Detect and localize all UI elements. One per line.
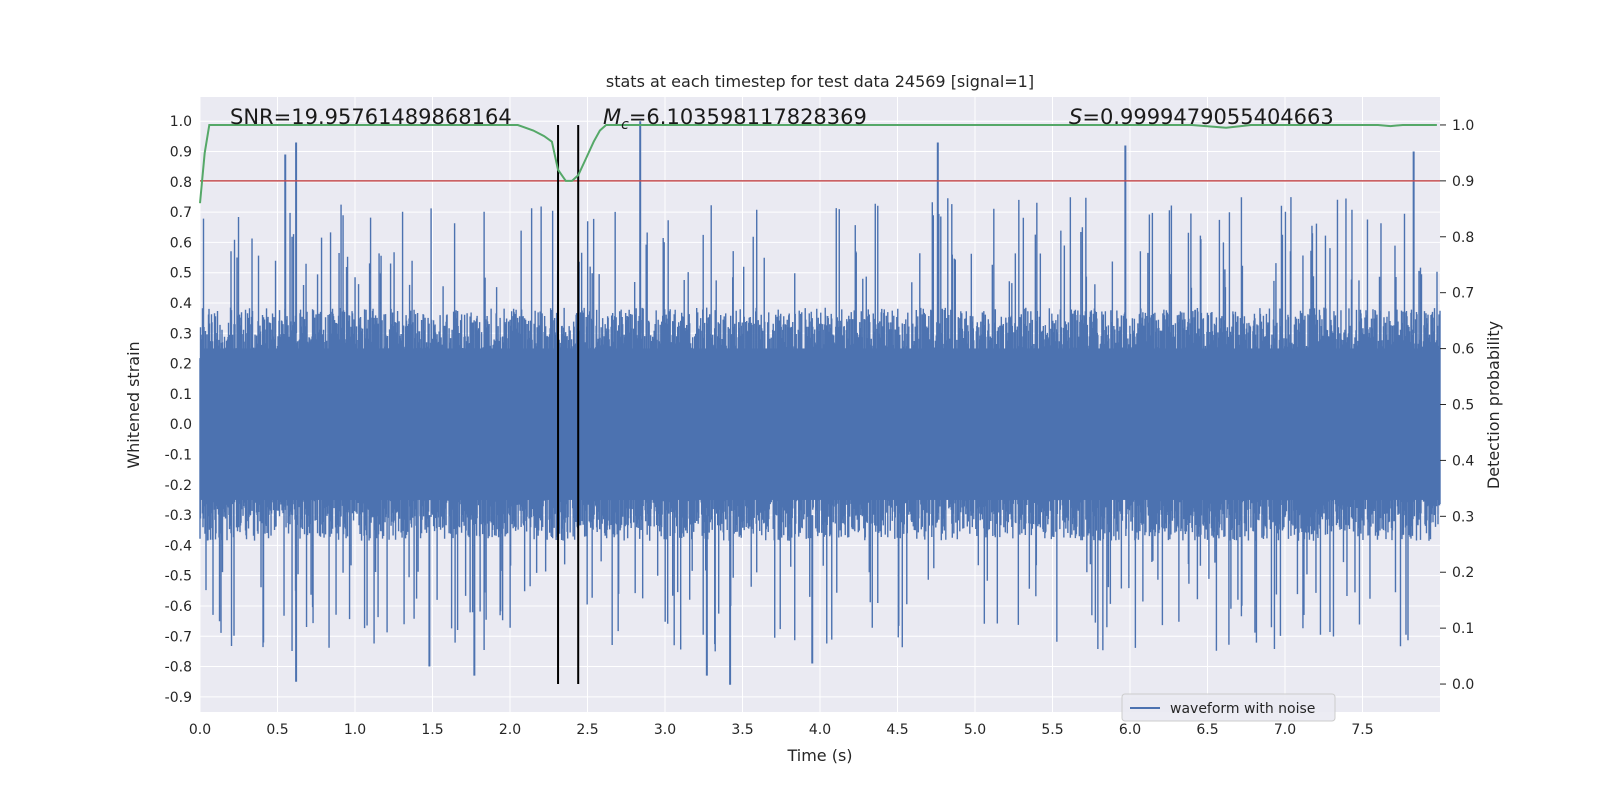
x-tick-label: 5.0 (964, 722, 986, 738)
chart-title: stats at each timestep for test data 245… (606, 72, 1034, 91)
y-tick-label: 0.5 (170, 266, 192, 282)
x-tick-label: 1.5 (421, 722, 443, 738)
y-tick-label: -0.7 (165, 629, 192, 645)
y-tick-label: 0.6 (170, 235, 192, 251)
mc-subscript: c (621, 117, 629, 133)
y2-tick-label: 0.0 (1452, 677, 1474, 693)
y2-tick-label: 0.5 (1452, 398, 1474, 414)
x-tick-label: 7.0 (1274, 722, 1296, 738)
mc-annotation: Mc=6.103598117828369 (603, 105, 867, 133)
y-tick-label: -0.5 (165, 569, 192, 585)
y2-tick-label: 0.6 (1452, 342, 1474, 358)
s-symbol: S (1069, 105, 1082, 129)
y2-tick-label: 0.2 (1452, 565, 1474, 581)
legend: waveform with noise (1121, 693, 1336, 722)
x-tick-label: 6.5 (1196, 722, 1218, 738)
x-tick-label: 4.0 (809, 722, 831, 738)
legend-box (1121, 693, 1336, 722)
mc-value: =6.103598117828369 (629, 105, 867, 129)
right-axis: 1.0 0.9 0.8 0.7 0.6 0.5 0.4 0.3 0.2 0.1 0.0 (1440, 118, 1474, 693)
overlay-layer (199, 124, 1440, 685)
y-tick-label: -0.2 (165, 478, 192, 494)
y2-tick-label: 0.9 (1452, 174, 1474, 190)
y2-tick-label: 0.3 (1452, 509, 1474, 525)
waveform-core (200, 348, 1440, 500)
y-tick-label: 0.0 (170, 417, 192, 433)
x-axis: 0.0 0.5 1.0 1.5 2.0 2.5 3.0 3.5 4.0 4.5 5.0 5.5 6.0 6… (189, 722, 1374, 738)
y-tick-label: -0.3 (165, 508, 192, 524)
mc-symbol: M (603, 105, 621, 129)
x-tick-label: 5.5 (1041, 722, 1063, 738)
y-tick-label: -0.8 (165, 660, 192, 676)
y-tick-label: 1.0 (170, 114, 192, 130)
y2-tick-label: 1.0 (1452, 118, 1474, 134)
x-tick-label: 6.0 (1119, 722, 1141, 738)
y-tick-label: 0.3 (170, 326, 192, 342)
y-axis-label: Whitened strain (124, 341, 143, 468)
x-tick-label: 1.0 (344, 722, 366, 738)
snr-annotation: SNR=19.95761489868164 (230, 105, 512, 129)
waveform-series (199, 121, 1441, 685)
x-tick-label: 2.0 (499, 722, 521, 738)
legend-entry: waveform with noise (1170, 701, 1315, 717)
s-annotation: S=0.9999479055404663 (1069, 105, 1334, 129)
y-tick-label: 0.9 (170, 145, 192, 161)
y2-axis-label: Detection probability (1484, 321, 1503, 489)
x-tick-label: 7.5 (1351, 722, 1373, 738)
y-tick-label: -0.6 (165, 599, 192, 615)
x-tick-label: 0.5 (266, 722, 288, 738)
y-tick-label: -0.4 (165, 538, 192, 554)
x-tick-label: 2.5 (576, 722, 598, 738)
left-axis: 1.0 0.9 0.8 0.7 0.6 0.5 0.4 0.3 0.2 0.1 0.0 -0.1 -0.… (165, 114, 192, 706)
probability-line (199, 124, 1437, 204)
y-tick-label: 0.8 (170, 175, 192, 191)
x-tick-label: 3.0 (654, 722, 676, 738)
y2-tick-label: 0.1 (1452, 621, 1474, 637)
x-tick-label: 0.0 (189, 722, 211, 738)
y-tick-label: 0.1 (170, 387, 192, 403)
y2-tick-label: 0.7 (1452, 286, 1474, 302)
x-tick-label: 4.5 (886, 722, 908, 738)
y2-tick-label: 0.4 (1452, 453, 1474, 469)
y-tick-label: 0.4 (170, 296, 192, 312)
y-tick-label: -0.9 (165, 690, 192, 706)
y-tick-label: -0.1 (165, 447, 192, 463)
y-tick-label: 0.7 (170, 205, 192, 221)
x-axis-label: Time (s) (786, 746, 852, 765)
s-value: =0.9999479055404663 (1082, 105, 1333, 129)
y2-tick-label: 0.8 (1452, 230, 1474, 246)
x-tick-label: 3.5 (731, 722, 753, 738)
y-tick-label: 0.2 (170, 357, 192, 373)
